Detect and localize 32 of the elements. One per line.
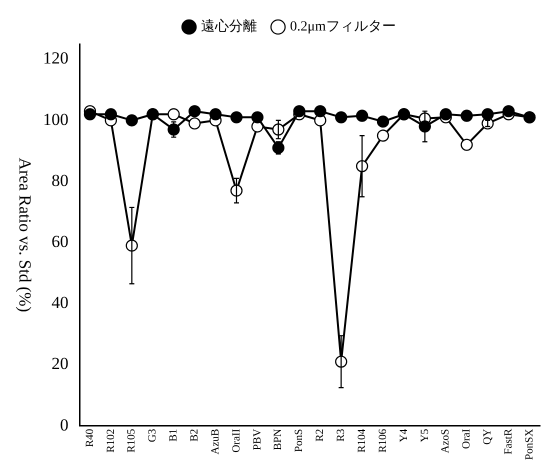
x-tick-label: FastR	[502, 428, 514, 455]
x-tick-label: R104	[356, 428, 368, 453]
x-tick-label: B2	[188, 428, 201, 442]
x-tick-label: R2	[314, 428, 326, 442]
x-tick-label: OraII	[230, 428, 242, 453]
y-axis-title: Area Ratio vs. Std (%)	[16, 158, 35, 312]
x-tick-label: Y5	[418, 428, 431, 442]
y-tick-label: 80	[52, 170, 68, 190]
legend-label: 0.2μmフィルター	[290, 20, 396, 35]
x-tick-label: R105	[126, 428, 138, 453]
y-tick-label: 120	[43, 48, 68, 68]
y-tick-label: 100	[43, 110, 68, 129]
x-tick-label: R106	[376, 428, 389, 453]
legend-label: 遠心分離	[201, 18, 258, 35]
x-tick-label: R3	[335, 428, 348, 442]
x-tick-label: AzoS	[440, 428, 452, 454]
y-tick-label: 60	[52, 232, 68, 252]
x-tick-label: R102	[104, 428, 117, 453]
x-tick-label: G3	[146, 428, 159, 442]
x-tick-label: QY	[482, 428, 494, 445]
x-tick-label: PonSX	[523, 428, 536, 460]
x-tick-label: R40	[84, 428, 96, 448]
y-tick-label: 0	[60, 415, 68, 434]
x-tick-label: BPN	[272, 428, 284, 450]
x-tick-label: PonS	[293, 428, 306, 452]
y-tick-label: 20	[52, 354, 68, 374]
y-tick-label: 40	[52, 293, 68, 312]
x-tick-label: PBV	[251, 428, 264, 450]
x-tick-label: AzuB	[209, 428, 222, 454]
x-tick-label: B1	[168, 428, 180, 442]
x-tick-label: OraI	[460, 428, 473, 449]
x-tick-label: Y4	[398, 428, 410, 442]
